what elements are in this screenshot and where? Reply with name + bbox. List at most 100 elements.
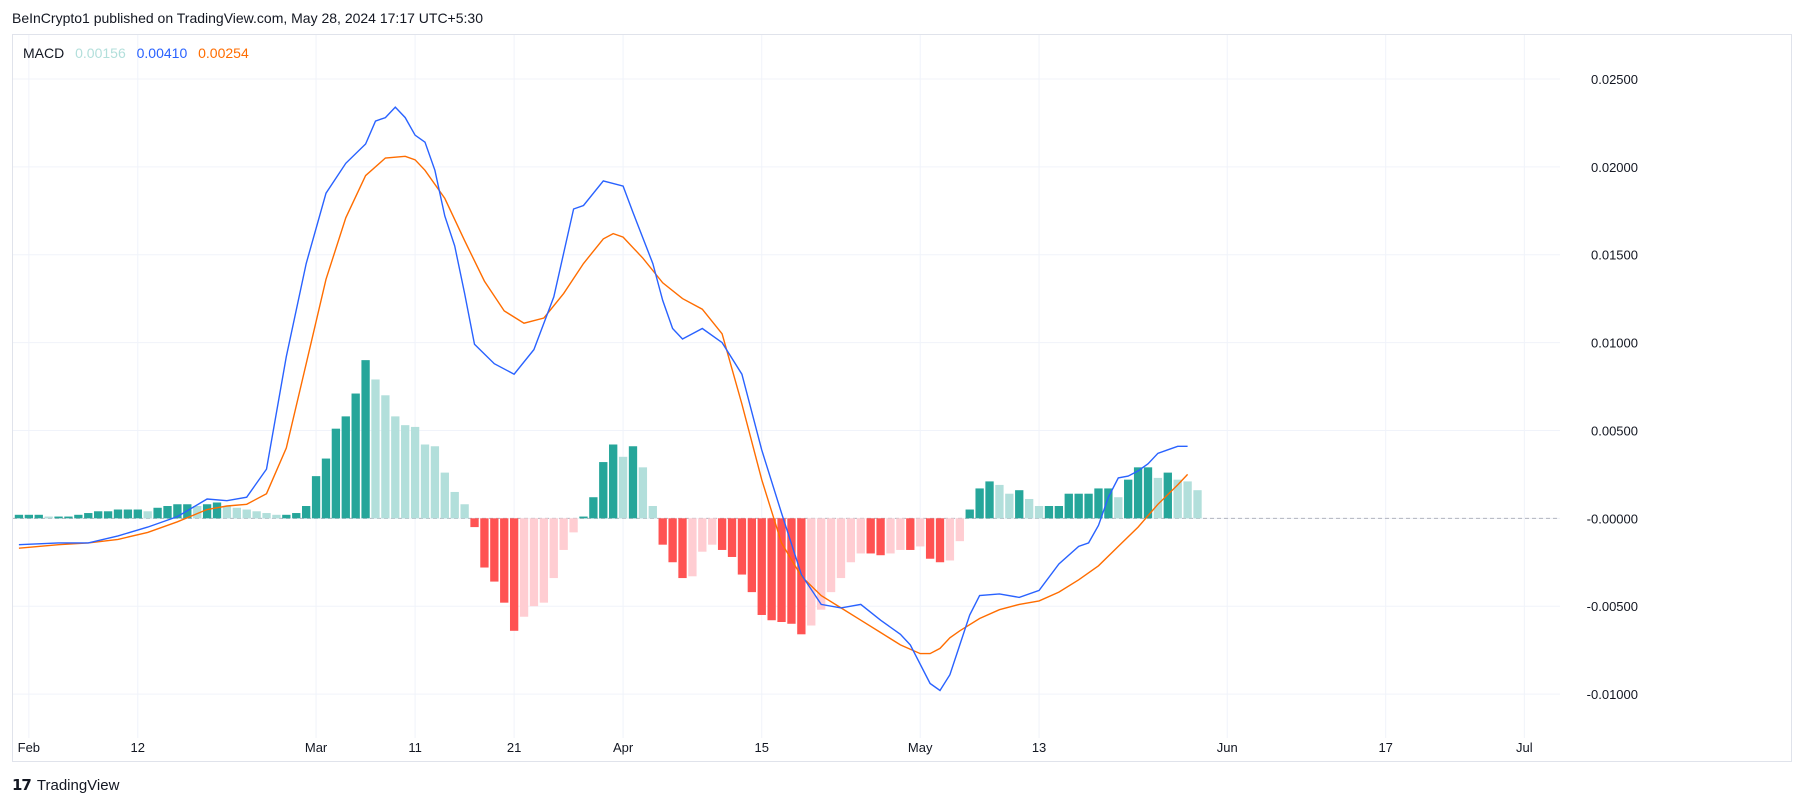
histogram-bar xyxy=(678,518,687,579)
histogram-bar xyxy=(708,518,717,545)
y-tick-label: 0.01500 xyxy=(1591,248,1638,263)
histogram-bar xyxy=(222,506,232,519)
histogram-bar xyxy=(252,511,261,519)
tradingview-logo-icon: 17 xyxy=(12,776,32,794)
histogram-bar xyxy=(1005,493,1014,519)
y-axis: 0.02500 0.02000 0.01500 0.01000 0.00500 -0.00… xyxy=(1587,72,1638,702)
histogram-bar xyxy=(193,506,202,519)
histogram-bar xyxy=(846,518,856,563)
histogram-bar xyxy=(44,516,53,519)
histogram-bar xyxy=(14,514,24,519)
histogram-bar xyxy=(381,395,390,519)
histogram-bar xyxy=(1104,488,1113,519)
histogram-bar xyxy=(480,518,489,568)
histogram-bar xyxy=(143,511,152,519)
histogram-bar xyxy=(311,476,321,519)
histogram-bar xyxy=(975,488,984,519)
histogram-bar xyxy=(1193,490,1202,519)
histogram-bar xyxy=(490,518,499,582)
histogram-bar xyxy=(1044,506,1054,519)
histogram-bar xyxy=(24,514,34,519)
histogram-bar xyxy=(341,416,350,519)
histogram-bar xyxy=(519,518,529,617)
histogram-bar xyxy=(450,491,459,519)
histogram-bar xyxy=(1114,497,1123,519)
histogram-bar xyxy=(470,518,479,528)
histogram-bar xyxy=(985,481,994,519)
histogram-bar xyxy=(34,514,43,519)
histogram-bar xyxy=(589,497,598,519)
histogram-bar xyxy=(163,506,172,519)
histogram-bar xyxy=(727,518,737,557)
histogram-bar xyxy=(331,428,341,519)
histogram-bar xyxy=(549,518,558,579)
histogram-bar xyxy=(579,516,588,519)
legend-indicator-name: MACD xyxy=(23,45,65,61)
histogram-bar xyxy=(935,518,945,563)
histogram-bar xyxy=(737,518,747,575)
y-tick-label: 0.00500 xyxy=(1591,423,1638,438)
histogram-bar xyxy=(807,518,816,626)
histogram-bar xyxy=(648,506,657,519)
histogram-bar xyxy=(817,518,826,610)
histogram-bar xyxy=(787,518,796,624)
histogram-bar xyxy=(1064,493,1073,519)
histogram-bar xyxy=(1015,490,1024,519)
publish-info: BeInCrypto1 published on TradingView.com… xyxy=(12,10,483,26)
histogram-bar xyxy=(539,518,549,603)
x-tick-label: 21 xyxy=(507,740,521,755)
x-tick-label: Apr xyxy=(613,740,634,755)
y-tick-label: 0.02000 xyxy=(1591,160,1638,175)
histogram-bar xyxy=(609,444,618,519)
histogram-bar xyxy=(430,446,440,519)
x-tick-label: 15 xyxy=(755,740,769,755)
chart-frame xyxy=(12,34,1792,762)
y-tick-label: -0.00500 xyxy=(1587,599,1638,614)
histogram-bar xyxy=(1133,467,1143,519)
histogram-bar xyxy=(688,518,697,577)
histogram-bar xyxy=(529,518,539,607)
x-tick-label: Mar xyxy=(305,740,328,755)
histogram-bar xyxy=(717,518,727,550)
histogram-bar xyxy=(202,504,212,519)
histogram-bar xyxy=(757,518,766,615)
histogram-bar xyxy=(301,506,311,519)
histogram-bar xyxy=(74,514,83,519)
histogram-bar xyxy=(123,509,133,519)
footer-brand-name: TradingView xyxy=(36,776,120,794)
histogram-bar xyxy=(272,514,281,519)
histogram-bar xyxy=(401,425,410,519)
histogram-bar xyxy=(559,518,568,550)
histogram-bar xyxy=(282,514,291,519)
legend-histogram-value: 0.00156 xyxy=(75,45,126,61)
histogram-bar xyxy=(509,518,519,631)
histogram-bar xyxy=(876,518,885,556)
y-tick-label: 0.01000 xyxy=(1591,336,1638,351)
histogram-bars xyxy=(14,360,1202,635)
histogram-bar xyxy=(361,360,370,519)
histogram-bar xyxy=(1173,479,1182,519)
histogram-bar xyxy=(262,513,271,519)
histogram-bar xyxy=(638,467,648,519)
histogram-bar xyxy=(133,509,142,519)
histogram-bar xyxy=(668,518,677,563)
x-tick-label: 12 xyxy=(131,740,145,755)
histogram-bar xyxy=(351,393,360,519)
histogram-bar xyxy=(1034,506,1044,519)
histogram-bar xyxy=(1054,506,1064,519)
histogram-bar xyxy=(1084,493,1093,519)
legend-signal-value: 0.00254 xyxy=(198,45,249,61)
histogram-bar xyxy=(945,518,955,561)
histogram-bar xyxy=(658,518,667,545)
histogram-bar xyxy=(886,518,895,554)
histogram-bar xyxy=(569,518,578,533)
chart-grid xyxy=(13,35,1560,738)
x-tick-label: Jun xyxy=(1217,740,1238,755)
histogram-bar xyxy=(896,518,905,550)
histogram-bar xyxy=(321,458,331,519)
histogram-bar xyxy=(698,518,707,552)
histogram-bar xyxy=(856,518,865,554)
footer-branding[interactable]: 17 TradingView xyxy=(12,776,119,794)
histogram-bar xyxy=(599,462,608,519)
